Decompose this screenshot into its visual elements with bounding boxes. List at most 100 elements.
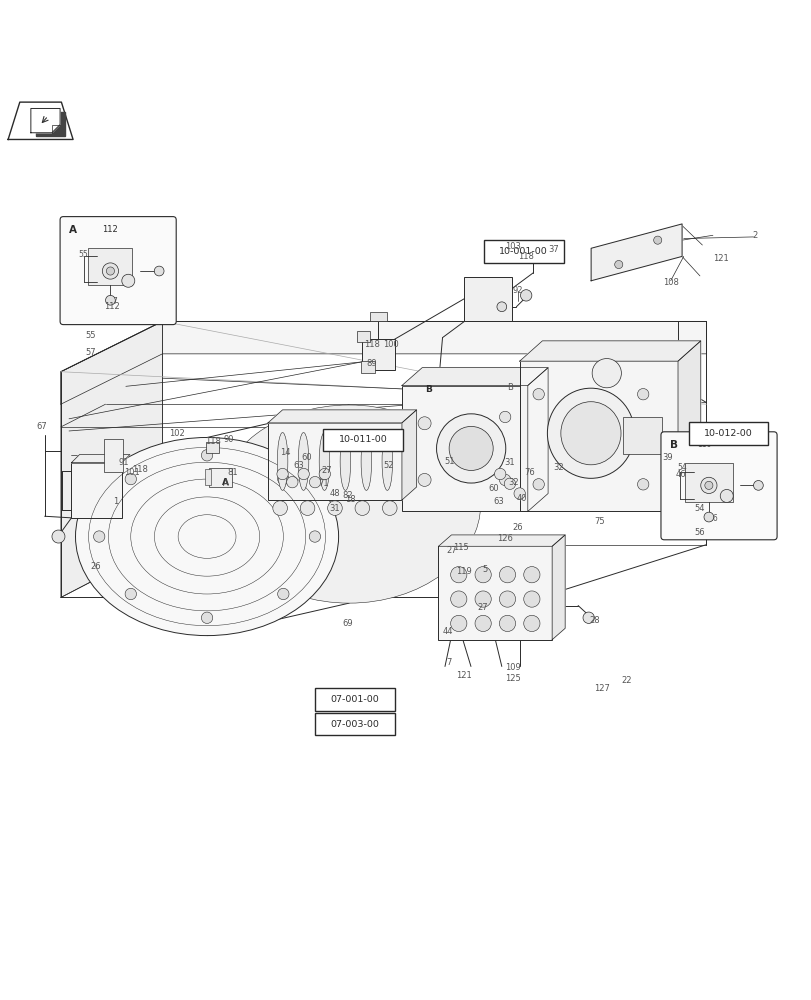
Text: 57: 57 [109, 297, 118, 306]
Circle shape [637, 479, 648, 490]
Bar [483, 240, 563, 263]
Text: 92: 92 [513, 286, 522, 295]
Text: 90: 90 [224, 435, 234, 444]
Circle shape [499, 411, 510, 423]
Text: 118: 118 [204, 437, 221, 446]
Circle shape [105, 295, 115, 305]
Text: 28: 28 [589, 616, 600, 625]
Text: 55: 55 [86, 331, 96, 340]
Polygon shape [438, 535, 564, 546]
Text: 44: 44 [443, 627, 453, 636]
Bar [357, 331, 370, 342]
Text: 10-012-00: 10-012-00 [703, 429, 752, 438]
Polygon shape [71, 455, 130, 463]
Circle shape [52, 530, 65, 543]
Circle shape [474, 615, 491, 632]
Text: 10-001-00: 10-001-00 [499, 247, 547, 256]
Text: 118: 118 [131, 465, 148, 474]
Polygon shape [677, 341, 700, 511]
Circle shape [513, 488, 525, 499]
Text: 121: 121 [712, 254, 728, 263]
Ellipse shape [319, 433, 329, 490]
Bar [519, 361, 677, 511]
Text: 56: 56 [707, 514, 717, 523]
Ellipse shape [547, 388, 633, 478]
Bar [268, 423, 401, 500]
Polygon shape [551, 535, 564, 640]
Circle shape [704, 481, 712, 489]
Text: 112: 112 [102, 225, 118, 234]
Polygon shape [590, 224, 681, 281]
Circle shape [753, 481, 762, 490]
Circle shape [526, 242, 539, 255]
Circle shape [201, 612, 212, 623]
Circle shape [286, 476, 298, 488]
Text: 32: 32 [507, 478, 518, 487]
Bar [362, 339, 394, 370]
Circle shape [719, 489, 732, 502]
Circle shape [523, 591, 539, 607]
Text: 76: 76 [523, 468, 534, 477]
Text: 18: 18 [345, 495, 356, 504]
Text: 100: 100 [383, 340, 399, 349]
Circle shape [696, 485, 706, 495]
Bar [315, 713, 394, 735]
Circle shape [653, 236, 661, 244]
Text: 46: 46 [674, 470, 685, 479]
Text: 110: 110 [697, 440, 711, 449]
Text: 118: 118 [517, 252, 534, 261]
Bar [71, 463, 122, 518]
FancyBboxPatch shape [660, 432, 776, 540]
Text: 112: 112 [104, 302, 120, 311]
Text: 69: 69 [341, 619, 353, 628]
Circle shape [154, 266, 164, 276]
Circle shape [382, 501, 397, 515]
Bar [315, 688, 394, 711]
Bar [464, 277, 511, 321]
Polygon shape [61, 321, 706, 404]
Text: 27: 27 [445, 546, 457, 555]
Text: B: B [669, 440, 677, 450]
Text: 109: 109 [504, 663, 521, 672]
Circle shape [474, 567, 491, 583]
Text: 63: 63 [492, 497, 504, 506]
Text: 2: 2 [752, 231, 757, 240]
Text: 26: 26 [512, 523, 523, 532]
Text: 82: 82 [341, 491, 353, 500]
Circle shape [499, 615, 515, 632]
Circle shape [504, 478, 515, 489]
Text: 07-001-00: 07-001-00 [330, 695, 379, 704]
Circle shape [499, 591, 515, 607]
Bar [206, 442, 219, 453]
Text: 7: 7 [446, 658, 451, 667]
Bar [438, 546, 551, 640]
Polygon shape [519, 341, 700, 361]
Text: 75: 75 [593, 517, 604, 526]
Text: 40: 40 [517, 494, 526, 503]
Text: 57: 57 [85, 348, 97, 357]
Text: 56: 56 [693, 528, 705, 537]
Circle shape [496, 302, 506, 312]
Text: 81: 81 [227, 468, 238, 477]
Ellipse shape [361, 433, 371, 490]
Circle shape [523, 615, 539, 632]
Polygon shape [401, 410, 416, 500]
Text: 27: 27 [476, 603, 487, 612]
Text: 52: 52 [383, 461, 393, 470]
Ellipse shape [298, 433, 308, 490]
Text: 118: 118 [363, 340, 380, 349]
Text: 119: 119 [456, 567, 472, 576]
Circle shape [703, 512, 713, 522]
Ellipse shape [340, 433, 350, 490]
Circle shape [93, 531, 105, 542]
Circle shape [418, 417, 431, 430]
Circle shape [354, 501, 369, 515]
Bar [204, 469, 211, 485]
Text: 10-011-00: 10-011-00 [338, 435, 387, 444]
Text: 54: 54 [694, 504, 704, 513]
Polygon shape [61, 321, 162, 597]
Text: 63: 63 [293, 461, 304, 470]
Circle shape [582, 612, 594, 623]
Text: 07-003-00: 07-003-00 [330, 720, 379, 729]
Text: 101: 101 [123, 468, 139, 477]
